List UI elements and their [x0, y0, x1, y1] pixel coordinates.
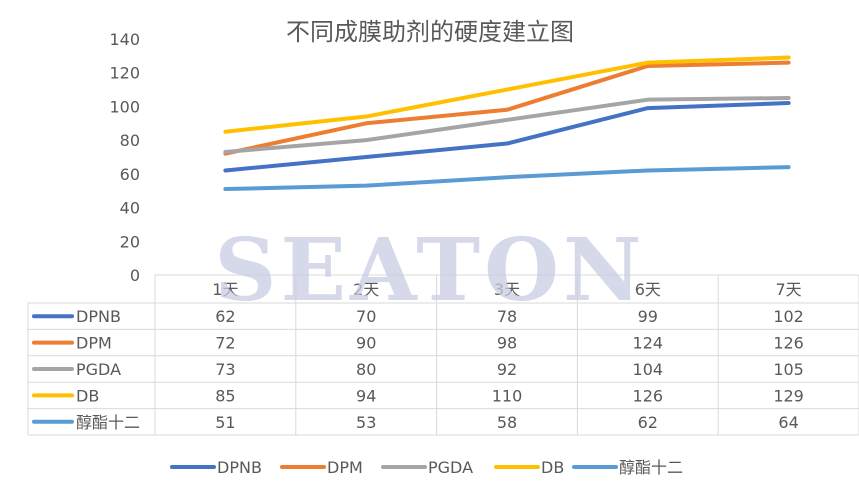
legend-label: PGDA: [428, 458, 473, 477]
table-cell: 102: [773, 307, 804, 326]
table-cell: 58: [497, 413, 517, 432]
series-line-0: [223, 101, 791, 173]
table-cell: 99: [638, 307, 658, 326]
legend: DPNB DPM PGDA DB 醇酯十二: [170, 458, 683, 477]
y-tick-label: 140: [109, 30, 140, 49]
watermark-text: SEATON: [214, 220, 645, 321]
table-cell: 124: [633, 334, 664, 353]
table-cell: 90: [356, 334, 376, 353]
legend-label: DPNB: [217, 458, 262, 477]
y-tick-label: 60: [120, 165, 140, 184]
table-cell: 85: [215, 386, 235, 405]
table-cell: 105: [773, 360, 804, 379]
y-tick-label: 100: [109, 97, 140, 116]
y-tick-label: 40: [120, 199, 140, 218]
y-tick-label: 80: [120, 131, 140, 150]
category-label: 6天: [635, 280, 661, 299]
category-label: 1天: [212, 280, 238, 299]
table-series-name: PGDA: [76, 360, 121, 379]
series-line-1: [223, 60, 791, 156]
category-label: 2天: [353, 280, 379, 299]
y-tick-label: 20: [120, 232, 140, 251]
table-series-name: DPNB: [76, 307, 121, 326]
table-cell: 110: [492, 386, 523, 405]
table-cell: 126: [633, 386, 664, 405]
table-cell: 53: [356, 413, 376, 432]
category-label: 7天: [776, 280, 802, 299]
series-lines: [223, 55, 791, 192]
data-table: 1天 2天 3天 6天 7天 DPNB 62 70 78 99 102 DPM 72 90 98 124 126…: [27, 274, 859, 436]
series-line-2: [223, 96, 791, 154]
table-cell: 64: [778, 413, 798, 432]
table-cell: 92: [497, 360, 517, 379]
table-cell: 62: [638, 413, 658, 432]
y-axis: 0 20 40 60 80 100 120 140: [109, 30, 140, 285]
table-cell: 72: [215, 334, 235, 353]
legend-label: 醇酯十二: [619, 458, 683, 477]
category-label: 3天: [494, 280, 520, 299]
table-cell: 78: [497, 307, 517, 326]
table-cell: 62: [215, 307, 235, 326]
table-series-name: DPM: [76, 334, 112, 353]
series-line-4: [223, 165, 791, 192]
table-cell: 98: [497, 334, 517, 353]
table-cell: 51: [215, 413, 235, 432]
table-cell: 129: [773, 386, 804, 405]
y-tick-label: 120: [109, 64, 140, 83]
table-series-name: 醇酯十二: [76, 413, 140, 432]
table-cell: 80: [356, 360, 376, 379]
series-line-3: [223, 55, 791, 134]
y-tick-label: 0: [130, 266, 140, 285]
table-cell: 104: [633, 360, 664, 379]
legend-label: DB: [541, 458, 564, 477]
legend-label: DPM: [327, 458, 363, 477]
table-cell: 70: [356, 307, 376, 326]
chart-title: 不同成膜助剂的硬度建立图: [286, 18, 574, 46]
table-cell: 73: [215, 360, 235, 379]
table-cell: 126: [773, 334, 804, 353]
table-series-name: DB: [76, 386, 99, 405]
table-cell: 94: [356, 386, 376, 405]
